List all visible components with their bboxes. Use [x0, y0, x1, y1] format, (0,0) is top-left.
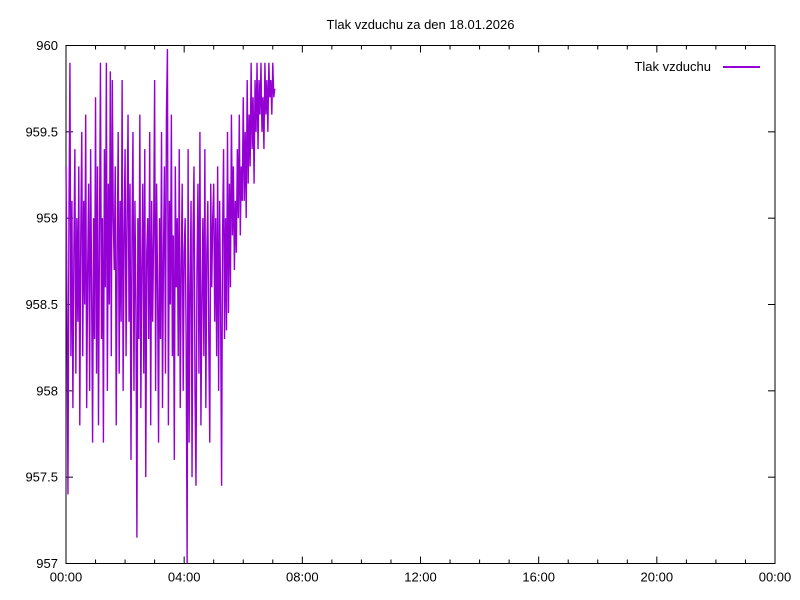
x-tick-label: 00:00	[50, 570, 83, 585]
x-tick-label: 08:00	[286, 570, 319, 585]
series-line-tlak-vzduchu	[65, 48, 276, 564]
y-tick-label: 957	[36, 556, 58, 571]
x-tick-label: 16:00	[522, 570, 555, 585]
y-tick-label: 958.5	[25, 297, 58, 312]
x-tick-label: 00:00	[759, 570, 792, 585]
legend: Tlak vzduchu	[634, 59, 760, 74]
y-tick-label: 960	[36, 38, 58, 53]
x-tick-label: 20:00	[641, 570, 674, 585]
y-tick-label: 959	[36, 211, 58, 226]
legend-line-sample	[723, 65, 760, 68]
chart-title: Tlak vzduchu za den 18.01.2026	[326, 17, 515, 32]
y-tick-label: 957.5	[25, 470, 58, 485]
x-tick-label: 04:00	[168, 570, 201, 585]
y-tick-label: 958	[36, 383, 58, 398]
legend-label: Tlak vzduchu	[634, 59, 711, 74]
x-tick-label: 12:00	[404, 570, 437, 585]
y-tick-label: 959.5	[25, 124, 58, 139]
